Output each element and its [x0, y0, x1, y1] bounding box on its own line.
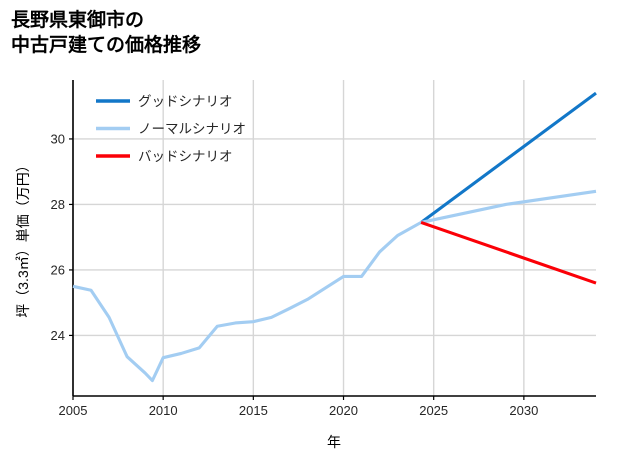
x-tick-label: 2030	[509, 403, 538, 418]
legend-label: バッドシナリオ	[138, 149, 233, 164]
y-tick-label: 26	[51, 262, 65, 277]
x-tick-label: 2010	[149, 403, 178, 418]
page-title: 長野県東御市の 中古戸建ての価格推移	[11, 10, 202, 57]
series-line-バッドシナリオ	[420, 220, 597, 285]
x-tick-label: 2025	[419, 403, 448, 418]
x-tick-label: 2020	[329, 403, 358, 418]
x-axis-label: 年	[327, 434, 341, 450]
x-tick-label: 2015	[239, 403, 268, 418]
y-tick-label: 28	[51, 197, 65, 212]
y-tick-label: 24	[51, 328, 65, 343]
series-line-ノーマルシナリオ	[72, 189, 597, 383]
data-series	[72, 91, 597, 383]
axis-spines	[72, 80, 596, 397]
legend-label: グッドシナリオ	[138, 94, 233, 109]
y-axis-ticks: 24 26 28 30	[51, 131, 73, 343]
x-axis-ticks: 2005 2010 2015 2020 2025 2030	[59, 396, 538, 418]
y-tick-label: 30	[51, 131, 65, 146]
x-tick-label: 2005	[59, 403, 88, 418]
legend-label: ノーマルシナリオ	[138, 122, 246, 137]
series-line-グッドシナリオ	[420, 91, 597, 224]
y-axis-label: 坪（3.3㎡）単価（万円）	[15, 158, 31, 317]
